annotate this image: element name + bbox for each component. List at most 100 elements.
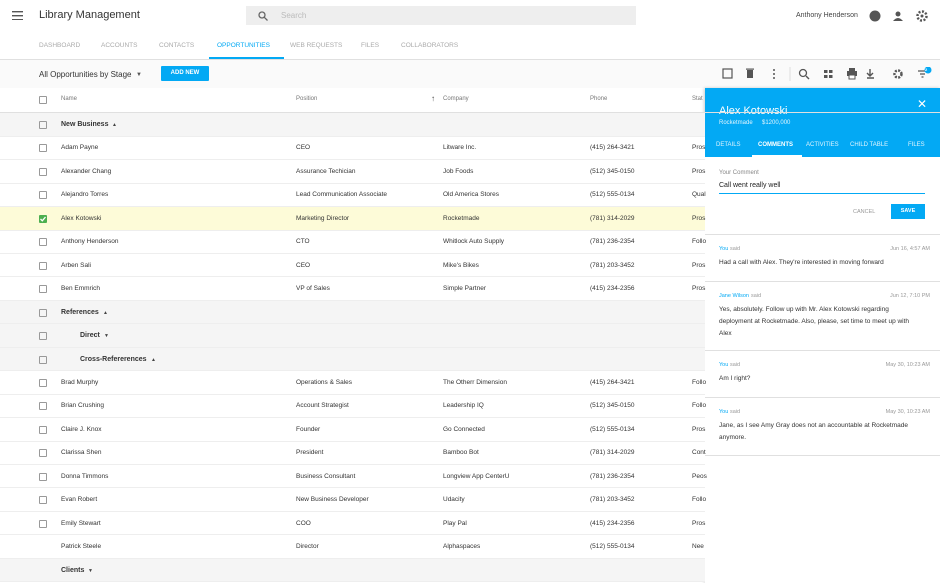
checkbox-checked[interactable] bbox=[39, 214, 47, 223]
panel-tab[interactable]: DETAILS bbox=[716, 142, 741, 148]
table-cell: Qual bbox=[692, 191, 706, 199]
add-new-button[interactable]: ADD NEW bbox=[161, 66, 209, 81]
table-row[interactable] bbox=[0, 160, 705, 184]
column-header[interactable]: Company bbox=[443, 96, 469, 102]
table-cell: Founder bbox=[296, 425, 321, 433]
group-label[interactable]: Direct bbox=[80, 332, 100, 340]
toolbar-icons[interactable] bbox=[720, 67, 940, 81]
search-box[interactable] bbox=[246, 6, 636, 25]
table-row[interactable] bbox=[0, 511, 705, 536]
checkbox[interactable] bbox=[39, 449, 47, 458]
table-row[interactable] bbox=[0, 253, 705, 278]
panel-tab[interactable]: COMMENTS bbox=[758, 142, 793, 148]
table-row[interactable] bbox=[0, 441, 705, 465]
close-button[interactable]: ✕ bbox=[917, 97, 928, 111]
checkbox[interactable] bbox=[39, 96, 47, 104]
checkbox[interactable] bbox=[39, 472, 47, 481]
column-header[interactable]: Stat bbox=[692, 96, 703, 102]
panel-company: Rocketmade bbox=[719, 120, 753, 126]
table-cell: Evan Robert bbox=[61, 496, 98, 504]
table-cell: Director bbox=[296, 543, 319, 551]
nav-tab[interactable]: OPPORTUNITIES bbox=[217, 42, 270, 49]
comment-date: May 30, 10:23 AM bbox=[885, 362, 930, 368]
table-cell: (512) 555-0134 bbox=[590, 543, 635, 551]
checkbox[interactable] bbox=[39, 355, 47, 364]
checkbox[interactable] bbox=[39, 519, 47, 528]
nav-tab[interactable]: WEB REQUESTS bbox=[290, 42, 343, 49]
column-header[interactable]: Position bbox=[296, 96, 318, 102]
panel-tab[interactable]: CHILD TABLE bbox=[850, 142, 889, 148]
save-button[interactable]: SAVE bbox=[891, 204, 925, 219]
group-toggle[interactable]: ▲ bbox=[103, 309, 108, 316]
group-toggle[interactable]: ▼ bbox=[88, 567, 93, 574]
table-row[interactable] bbox=[0, 535, 705, 559]
divider bbox=[0, 59, 940, 60]
menu-icon[interactable] bbox=[12, 11, 23, 20]
group-label[interactable]: Clients bbox=[61, 566, 85, 574]
table-cell: Pros bbox=[692, 519, 706, 527]
checkbox[interactable] bbox=[39, 121, 47, 129]
nav-tab[interactable]: CONTACTS bbox=[159, 42, 195, 49]
checkbox[interactable] bbox=[39, 144, 47, 153]
comment-date: May 30, 10:23 AM bbox=[885, 409, 930, 415]
panel-header bbox=[705, 88, 940, 157]
table-cell: Alex Kotowski bbox=[61, 214, 102, 222]
table-cell: CEO bbox=[296, 261, 311, 269]
table-row[interactable] bbox=[0, 488, 705, 512]
checkbox[interactable] bbox=[39, 285, 47, 294]
table-row[interactable] bbox=[0, 277, 705, 301]
column-header[interactable]: Phone bbox=[590, 96, 608, 102]
detail-panel: Alex Kotowski Rocketmade $1200,000 ✕ DETAILS… bbox=[705, 88, 940, 583]
table-cell: (415) 264-3421 bbox=[590, 378, 635, 386]
group-label[interactable]: New Business bbox=[61, 121, 109, 128]
checkbox[interactable] bbox=[39, 496, 47, 505]
checkbox[interactable] bbox=[39, 332, 47, 341]
nav-tab[interactable]: ACCOUNTS bbox=[101, 42, 138, 49]
table-row[interactable] bbox=[0, 230, 705, 254]
nav-tab[interactable]: COLLABORATORS bbox=[401, 42, 459, 49]
table-row[interactable] bbox=[0, 136, 705, 161]
column-header[interactable]: Name bbox=[61, 96, 78, 102]
table-row[interactable] bbox=[0, 394, 705, 419]
table-row[interactable] bbox=[0, 371, 705, 395]
comment-input[interactable]: Call went really well bbox=[719, 182, 781, 189]
panel-tab[interactable]: FILES bbox=[908, 142, 925, 148]
user-name[interactable]: Anthony Henderson bbox=[796, 12, 858, 19]
checkbox[interactable] bbox=[39, 238, 47, 247]
table-cell: Pros bbox=[692, 214, 706, 222]
group-label[interactable]: References bbox=[61, 308, 99, 316]
checkbox[interactable] bbox=[39, 308, 47, 317]
table-cell: Whitlock Auto Supply bbox=[443, 238, 505, 246]
cancel-button[interactable]: CANCEL bbox=[853, 209, 876, 215]
view-select[interactable]: All Opportunities by Stage bbox=[39, 70, 132, 79]
table-row[interactable] bbox=[0, 465, 705, 489]
comment-verb: said bbox=[751, 293, 762, 299]
group-row bbox=[0, 300, 705, 325]
checkbox[interactable] bbox=[39, 378, 47, 387]
table-cell: (781) 314-2029 bbox=[590, 214, 635, 222]
table-cell: Old America Stores bbox=[443, 191, 499, 199]
header-icons[interactable] bbox=[869, 10, 931, 22]
table-cell: (781) 203-3452 bbox=[590, 261, 635, 269]
group-label[interactable]: Cross-Refererences bbox=[80, 355, 147, 363]
table-row[interactable] bbox=[0, 418, 705, 442]
checkbox[interactable] bbox=[39, 261, 47, 270]
table-cell: Mike's Bikes bbox=[443, 261, 479, 269]
checkbox[interactable] bbox=[39, 425, 47, 434]
table-cell: CTO bbox=[296, 238, 310, 246]
nav-tab[interactable]: FILES bbox=[361, 42, 380, 49]
table-cell: Cont bbox=[692, 449, 706, 457]
panel-tab[interactable]: ACTIVITIES bbox=[806, 142, 839, 148]
group-toggle[interactable]: ▼ bbox=[104, 333, 109, 340]
nav-tab[interactable]: DASHBOARD bbox=[39, 42, 81, 49]
comment-date: Jun 12, 7:10 PM bbox=[889, 293, 930, 299]
checkbox[interactable] bbox=[39, 191, 47, 200]
table-cell: Assurance Techician bbox=[296, 167, 356, 175]
checkbox[interactable] bbox=[39, 402, 47, 411]
group-toggle[interactable]: ▲ bbox=[112, 122, 117, 128]
group-toggle[interactable]: ▲ bbox=[151, 356, 156, 363]
table-cell: Pros bbox=[692, 167, 706, 175]
table-row[interactable] bbox=[0, 183, 705, 208]
table-row[interactable] bbox=[0, 207, 705, 231]
checkbox[interactable] bbox=[39, 167, 47, 176]
